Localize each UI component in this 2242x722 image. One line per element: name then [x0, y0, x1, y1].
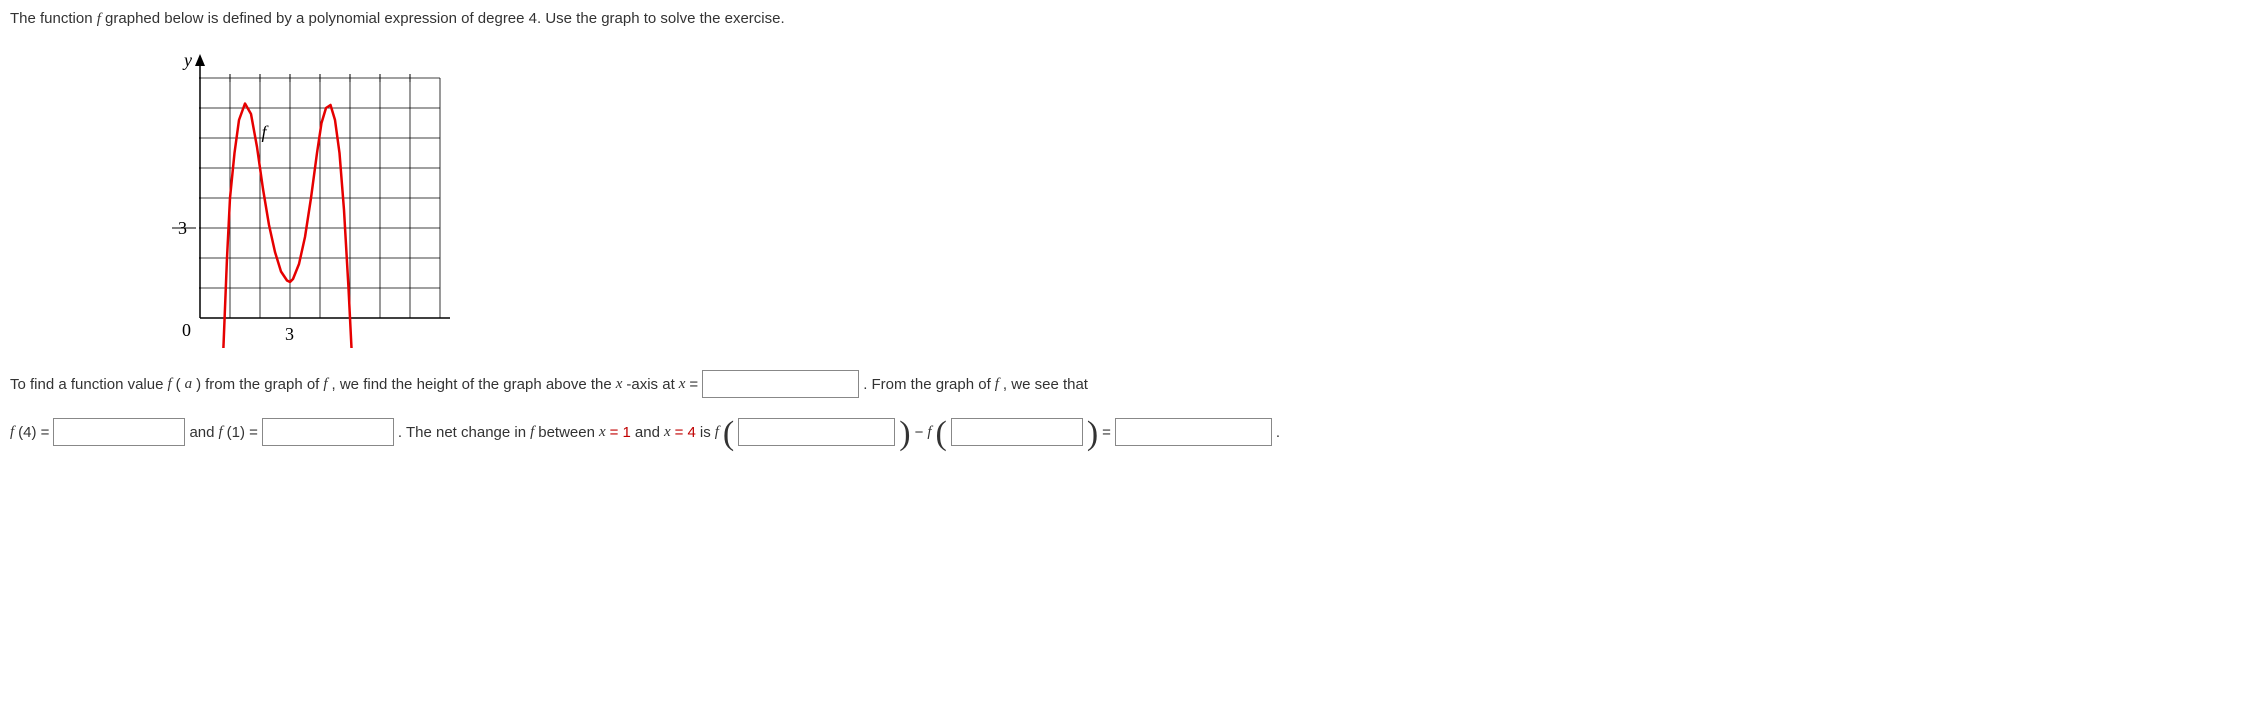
l1-p1: To find a function value [10, 376, 163, 393]
l2-f1-f: f [218, 424, 222, 441]
l1-fvar: f [323, 376, 327, 393]
l1-p5: , we see that [1003, 376, 1088, 393]
l2-f1-arg: (1) = [227, 424, 258, 441]
fill-line-1: To find a function value f (a) from the g… [10, 370, 2232, 398]
svg-text:y: y [182, 50, 192, 70]
l2-net1: . The net change in [398, 424, 526, 441]
l2-and: and [189, 424, 214, 441]
blank-f1[interactable] [262, 418, 394, 446]
fill-line-2: f(4) = and f(1) = . The net change in f … [10, 418, 2232, 446]
blank-a-value[interactable] [702, 370, 859, 398]
l1-xaxis-x: x [616, 376, 623, 393]
l1-fa-f: f [167, 376, 171, 393]
l2-net4: is [700, 424, 711, 441]
l2-x1-x: x [599, 424, 606, 441]
l2-period: . [1276, 424, 1280, 441]
graph: 330yxf [140, 38, 2232, 352]
l2-net2: between [538, 424, 595, 441]
blank-f4[interactable] [53, 418, 185, 446]
blank-netchange-b[interactable] [951, 418, 1083, 446]
svg-text:f: f [262, 122, 270, 142]
l2-minus: − [915, 424, 924, 441]
l1-fvar2: f [995, 376, 999, 393]
blank-netchange-result[interactable] [1115, 418, 1272, 446]
l1-p3: , we find the height of the graph above … [332, 376, 612, 393]
l1-p2: from the graph of [205, 376, 319, 393]
svg-text:3: 3 [285, 324, 294, 344]
l1-fa-open: ( [176, 376, 181, 393]
l1-xaxis-rest: -axis at [626, 376, 674, 393]
l2-x4-val: = 4 [675, 424, 696, 441]
l1-p4: . From the graph of [863, 376, 991, 393]
graph-svg: 330yxf [140, 38, 450, 348]
l2-rhs-f2: f [927, 424, 931, 441]
l2-eq: = [1102, 424, 1111, 441]
l1-xeq-x: x [679, 376, 686, 393]
question-rest: graphed below is defined by a polynomial… [101, 10, 785, 27]
l1-xeq-eq: = [689, 376, 698, 393]
l2-net-f: f [530, 424, 534, 441]
question-intro: The function [10, 10, 97, 27]
l1-fa-a: a [185, 376, 193, 393]
l2-rhs-f1: f [715, 424, 719, 441]
l1-fa-close: ) [196, 376, 201, 393]
l2-f4-f: f [10, 424, 14, 441]
l2-f4-arg: (4) = [18, 424, 49, 441]
blank-netchange-a[interactable] [738, 418, 895, 446]
l2-net3: and [635, 424, 660, 441]
svg-text:0: 0 [182, 320, 191, 340]
question-text: The function f graphed below is defined … [10, 10, 2232, 28]
l2-x1-val: = 1 [610, 424, 631, 441]
l2-x4-x: x [664, 424, 671, 441]
